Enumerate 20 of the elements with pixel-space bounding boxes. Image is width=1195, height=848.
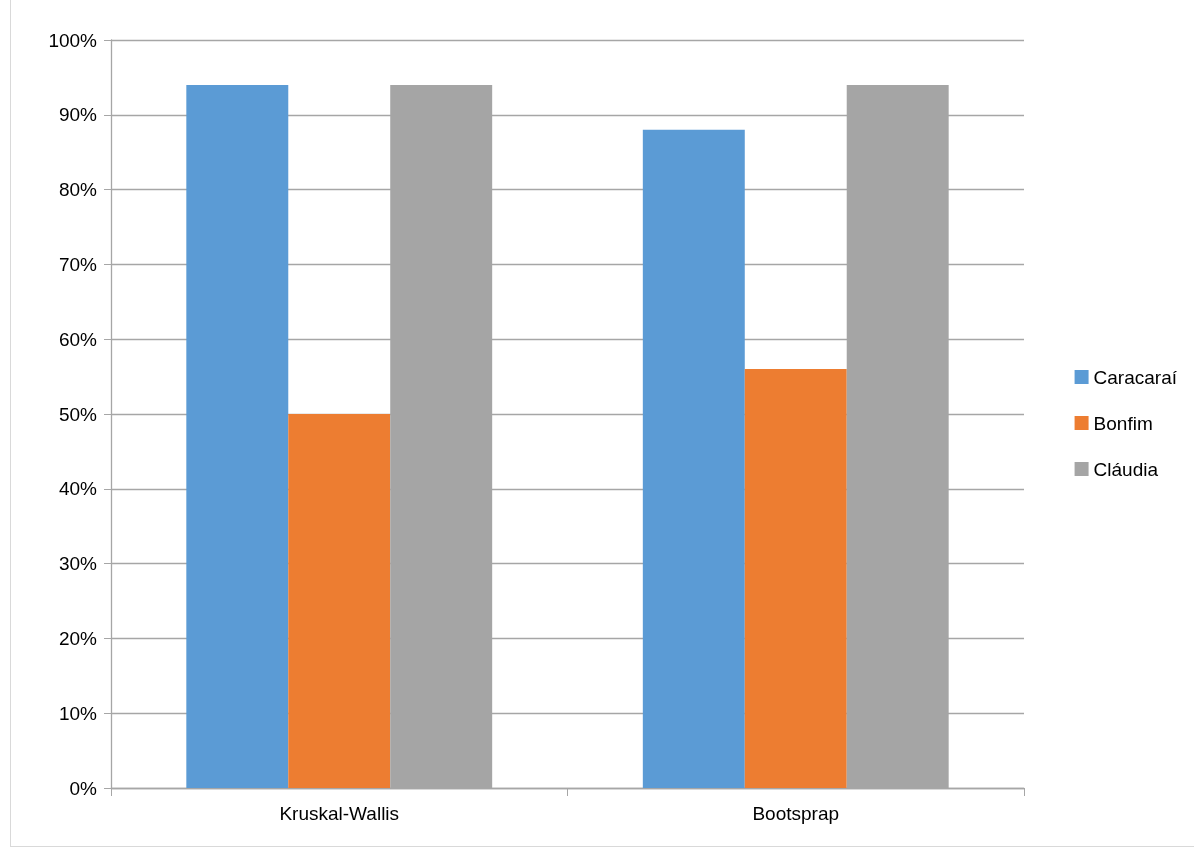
legend-label: Bonfim <box>1093 412 1153 434</box>
y-tick-label: 0% <box>69 777 98 799</box>
bar <box>744 369 847 788</box>
y-tick-label: 90% <box>58 104 98 126</box>
legend-label: Caracaraí <box>1093 366 1178 388</box>
y-tick-label: 40% <box>58 478 98 500</box>
y-tick-label: 30% <box>58 553 98 575</box>
x-tick-label: Bootsprap <box>752 803 840 824</box>
y-tick-label: 50% <box>58 403 98 425</box>
y-tick-label: 100% <box>48 29 98 51</box>
y-tick-label: 10% <box>58 702 98 724</box>
bar <box>288 414 391 788</box>
y-tick-label: 70% <box>58 253 98 275</box>
x-tick-label: Kruskal-Wallis <box>279 803 400 824</box>
y-tick-label: 60% <box>58 328 98 350</box>
legend-label: Cláudia <box>1093 458 1159 480</box>
bar <box>642 129 745 788</box>
bar <box>186 84 289 788</box>
y-tick-label: 80% <box>58 179 98 201</box>
y-tick-label: 20% <box>58 627 98 649</box>
